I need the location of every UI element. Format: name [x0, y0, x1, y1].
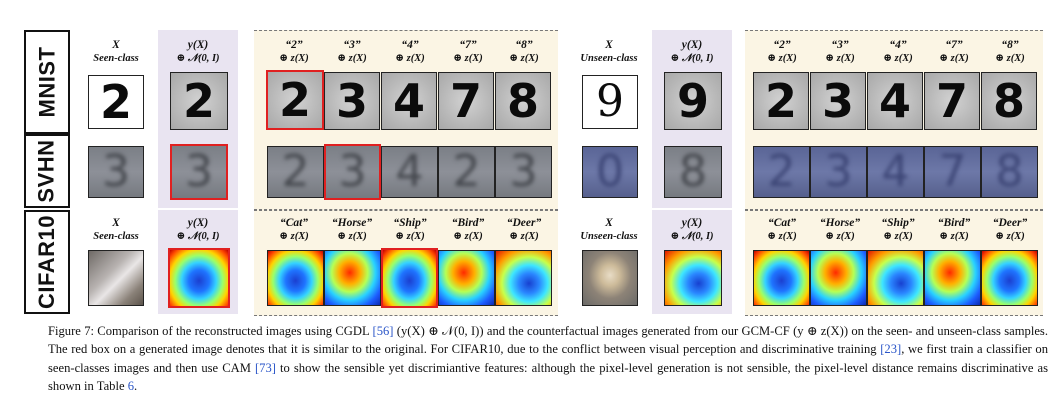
figure-caption: Figure 7: Comparison of the reconstructe… [48, 322, 1048, 396]
mnist-cf-seen-5: 8 [495, 72, 551, 130]
svhn-cf-unseen-2: 3 [810, 146, 867, 198]
header-x-seen: X Seen-class [93, 39, 139, 64]
cifar-cf-unseen-heatmap-3 [867, 250, 924, 306]
mnist-cf-unseen-1: 2 [753, 72, 809, 130]
svhn-cf-unseen-1: 2 [753, 146, 810, 198]
svhn-cf-seen-3: 4 [381, 146, 438, 198]
svhn-input-unseen: 0 [582, 146, 638, 198]
cifar-cf-seen-heatmap-2 [324, 250, 381, 306]
caption-text-4: to show the sensible yet discrimiantive … [48, 360, 1048, 394]
mnist-cf-unseen-4: 7 [924, 72, 980, 130]
svhn-recon-seen: 3 [170, 144, 228, 200]
caption-text-3: , we first train a classifier on seen-cl… [48, 342, 1048, 375]
cifar-header-cf-left-2: “Horse” ⊕ z(X) [331, 217, 373, 242]
cifar-header-cf-right-4: “Bird” ⊕ z(X) [937, 217, 971, 242]
cifar-input-seen-photo [88, 250, 144, 306]
cifar-cf-unseen-heatmap-1 [753, 250, 810, 306]
svhn-cf-seen-1: 2 [267, 146, 324, 198]
cifar-header-cf-left-1: “Cat” ⊕ z(X) [279, 217, 309, 242]
caption-text-1: Figure 7: Comparison of the reconstructe… [48, 324, 373, 338]
cifar-cf-unseen-heatmap-5 [981, 250, 1038, 306]
header-cf-right-3: “4” ⊕ z(X) [883, 39, 913, 64]
header-cf-right-2: “3” ⊕ z(X) [825, 39, 855, 64]
header-recon-right: y(X) ⊕ 𝒩(0, I) [670, 39, 714, 64]
header-cf-right-1: “2” ⊕ z(X) [767, 39, 797, 64]
cifar-cf-unseen-heatmap-2 [810, 250, 867, 306]
header-cf-right-4: “7” ⊕ z(X) [939, 39, 969, 64]
svhn-cf-unseen-4: 7 [924, 146, 981, 198]
header-cf-left-5: “8” ⊕ z(X) [509, 39, 539, 64]
cifar-header-recon-right: y(X) ⊕ 𝒩(0, I) [670, 217, 714, 242]
cifar-recon-unseen-heatmap [664, 250, 722, 306]
citation-link-73[interactable]: [73] [254, 360, 276, 375]
cifar-header-cf-right-3: “Ship” ⊕ z(X) [881, 217, 915, 242]
citation-link-56[interactable]: [56] [372, 324, 394, 338]
header-cf-left-2: “3” ⊕ z(X) [337, 39, 367, 64]
mnist-cf-seen-3: 4 [381, 72, 437, 130]
cifar-header-x-seen: X Seen-class [93, 217, 139, 242]
cifar-header-cf-right-2: “Horse” ⊕ z(X) [819, 217, 861, 242]
cifar-cf-unseen-heatmap-4 [924, 250, 981, 306]
figure-7: MNIST SVHN CIFAR10 X Seen-class y(X) ⊕ 𝒩(0… [24, 30, 1043, 316]
row-label-cifar: CIFAR10 [24, 210, 70, 314]
row-label-svhn: SVHN [24, 134, 70, 208]
caption-text-2: (y(X) ⊕ 𝒩(0, I)) and the counterfactual … [48, 324, 1048, 357]
cifar-input-unseen-photo [582, 250, 638, 306]
caption-text-5: . [134, 379, 138, 394]
cifar-header-recon-left: y(X) ⊕ 𝒩(0, I) [176, 217, 220, 242]
mnist-cf-unseen-3: 4 [867, 72, 923, 130]
cifar-cf-seen-heatmap-4 [438, 250, 495, 306]
cifar-cf-seen-heatmap-5 [495, 250, 552, 306]
mnist-recon-unseen: 9 [664, 72, 722, 130]
row-label-mnist: MNIST [24, 30, 70, 134]
mnist-cf-seen-4: 7 [438, 72, 494, 130]
cifar-cf-seen-heatmap-3 [381, 248, 438, 308]
header-cf-left-4: “7” ⊕ z(X) [453, 39, 483, 64]
svhn-cf-unseen-5: 8 [981, 146, 1038, 198]
cifar-header-cf-right-1: “Cat” ⊕ z(X) [767, 217, 797, 242]
header-recon-left: y(X) ⊕ 𝒩(0, I) [176, 39, 220, 64]
mnist-recon-seen: 2 [170, 72, 228, 130]
svhn-cf-unseen-3: 4 [867, 146, 924, 198]
header-cf-left-3: “4” ⊕ z(X) [395, 39, 425, 64]
mnist-input-unseen: 9 [582, 75, 638, 129]
mnist-cf-seen-1: 2 [266, 70, 324, 130]
svhn-cf-seen-4: 2 [438, 146, 495, 198]
svhn-cf-seen-5: 3 [495, 146, 552, 198]
cifar-header-x-unseen: X Unseen-class [580, 217, 638, 242]
cifar-recon-seen-heatmap [168, 248, 230, 308]
mnist-input-seen: 2 [88, 75, 144, 129]
cifar-header-cf-left-5: “Deer” ⊕ z(X) [506, 217, 542, 242]
citation-link-23[interactable]: [23] [880, 342, 902, 357]
mnist-cf-unseen-2: 3 [810, 72, 866, 130]
svhn-input-seen: 3 [88, 146, 144, 198]
mnist-cf-unseen-5: 8 [981, 72, 1037, 130]
svhn-recon-unseen: 8 [664, 146, 722, 198]
cifar-header-cf-right-5: “Deer” ⊕ z(X) [992, 217, 1028, 242]
header-x-unseen: X Unseen-class [580, 39, 638, 64]
header-cf-right-5: “8” ⊕ z(X) [995, 39, 1025, 64]
cifar-header-cf-left-3: “Ship” ⊕ z(X) [393, 217, 427, 242]
cifar-header-cf-left-4: “Bird” ⊕ z(X) [451, 217, 485, 242]
table-link-6[interactable]: 6 [127, 379, 134, 394]
header-cf-left-1: “2” ⊕ z(X) [279, 39, 309, 64]
mnist-cf-seen-2: 3 [324, 72, 380, 130]
svhn-cf-seen-2: 3 [324, 144, 381, 200]
cifar-cf-seen-heatmap-1 [267, 250, 324, 306]
